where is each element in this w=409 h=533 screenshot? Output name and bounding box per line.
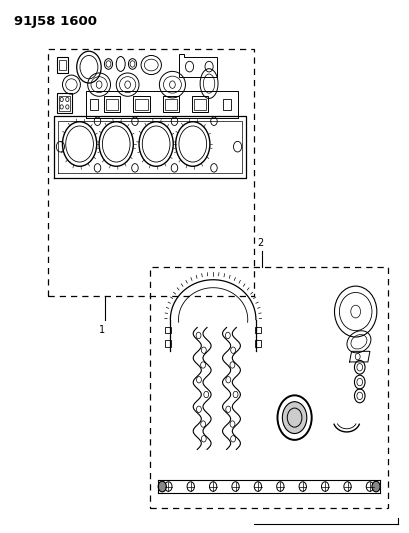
Text: 2: 2 (256, 238, 263, 248)
Bar (56, 57, 68, 73)
Bar (133, 96, 149, 112)
Bar (59, 60, 65, 70)
Circle shape (282, 402, 306, 433)
Bar (165, 340, 171, 346)
Bar (106, 99, 118, 110)
Text: 91J58 1600: 91J58 1600 (13, 14, 97, 28)
Bar (255, 340, 261, 346)
Bar (58, 96, 70, 111)
Circle shape (158, 481, 166, 492)
Bar (164, 99, 176, 110)
Bar (193, 99, 206, 110)
Bar (255, 327, 261, 333)
Bar (90, 99, 98, 110)
Circle shape (371, 481, 379, 492)
Bar (162, 96, 178, 112)
Bar (223, 99, 231, 110)
Text: 1: 1 (99, 325, 105, 335)
Bar (135, 99, 147, 110)
Bar (56, 93, 72, 114)
Bar (165, 327, 171, 333)
Bar (104, 96, 120, 112)
Bar (191, 96, 208, 112)
